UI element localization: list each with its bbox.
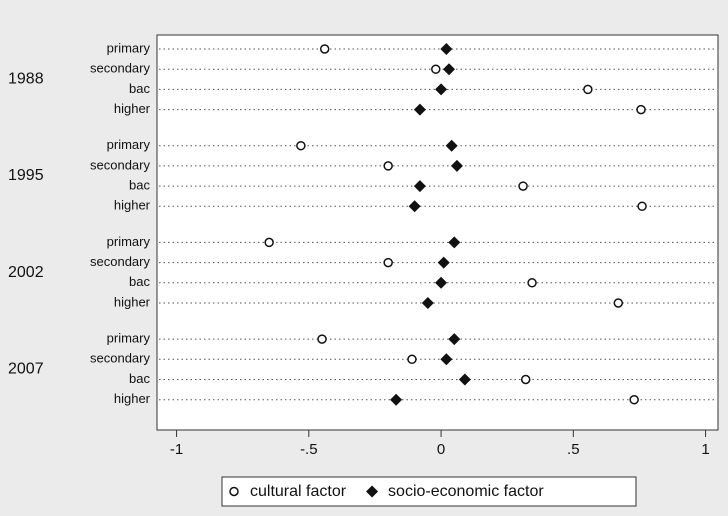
category-label: secondary (90, 61, 150, 76)
x-tick-label: -1 (170, 441, 183, 458)
legend-box (221, 476, 637, 507)
dot (264, 237, 274, 248)
legend-marker (366, 485, 379, 498)
category-label: bac (129, 274, 150, 289)
category-label: secondary (90, 157, 150, 172)
dot (407, 354, 417, 365)
dot (448, 333, 461, 346)
category-label: bac (129, 178, 150, 193)
dot (383, 161, 393, 171)
dot (518, 181, 528, 191)
category-label: primary (107, 234, 151, 249)
legend-marker (229, 486, 239, 497)
dot (527, 278, 537, 288)
dot (629, 394, 639, 405)
category-label: higher (114, 101, 151, 116)
category-label: primary (107, 40, 151, 55)
dot (317, 334, 327, 344)
category-label: primary (107, 137, 151, 152)
dot (636, 104, 646, 115)
dot (390, 393, 403, 406)
x-tick-label: -.5 (300, 441, 318, 458)
category-label: higher (114, 294, 151, 309)
group-label: 1995 (8, 167, 44, 184)
dot (431, 64, 441, 74)
dot (413, 180, 426, 193)
category-label: higher (114, 391, 151, 406)
dot (421, 297, 434, 309)
dot (443, 63, 456, 76)
category-label: bac (129, 371, 150, 386)
group-label: 2007 (8, 361, 44, 378)
dot (319, 44, 330, 54)
dot (458, 373, 471, 386)
legend-label: socio-economic factor (388, 483, 544, 500)
dot (637, 201, 647, 212)
dot (440, 43, 453, 55)
dot (445, 139, 458, 152)
dot (383, 257, 393, 268)
category-label: secondary (90, 351, 150, 366)
dot (435, 276, 448, 289)
dot (450, 159, 463, 172)
dot (583, 84, 593, 95)
dot (435, 83, 448, 96)
dot (520, 374, 531, 385)
x-tick-label: 1 (701, 441, 709, 458)
x-tick-label: 0 (437, 441, 445, 458)
category-label: secondary (90, 254, 150, 269)
category-label: bac (129, 81, 150, 96)
dot (437, 256, 450, 269)
dot (413, 103, 426, 116)
group-label: 2002 (8, 264, 44, 281)
dot (296, 140, 306, 151)
plot-area (156, 34, 719, 431)
legend-label: cultural factor (250, 483, 347, 500)
dot (448, 236, 461, 249)
dot (408, 200, 421, 213)
dot (440, 353, 453, 366)
category-label: higher (114, 198, 151, 213)
group-label: 1988 (8, 71, 44, 88)
x-tick-label: .5 (567, 441, 580, 458)
category-label: primary (107, 331, 151, 346)
dot (613, 298, 624, 308)
